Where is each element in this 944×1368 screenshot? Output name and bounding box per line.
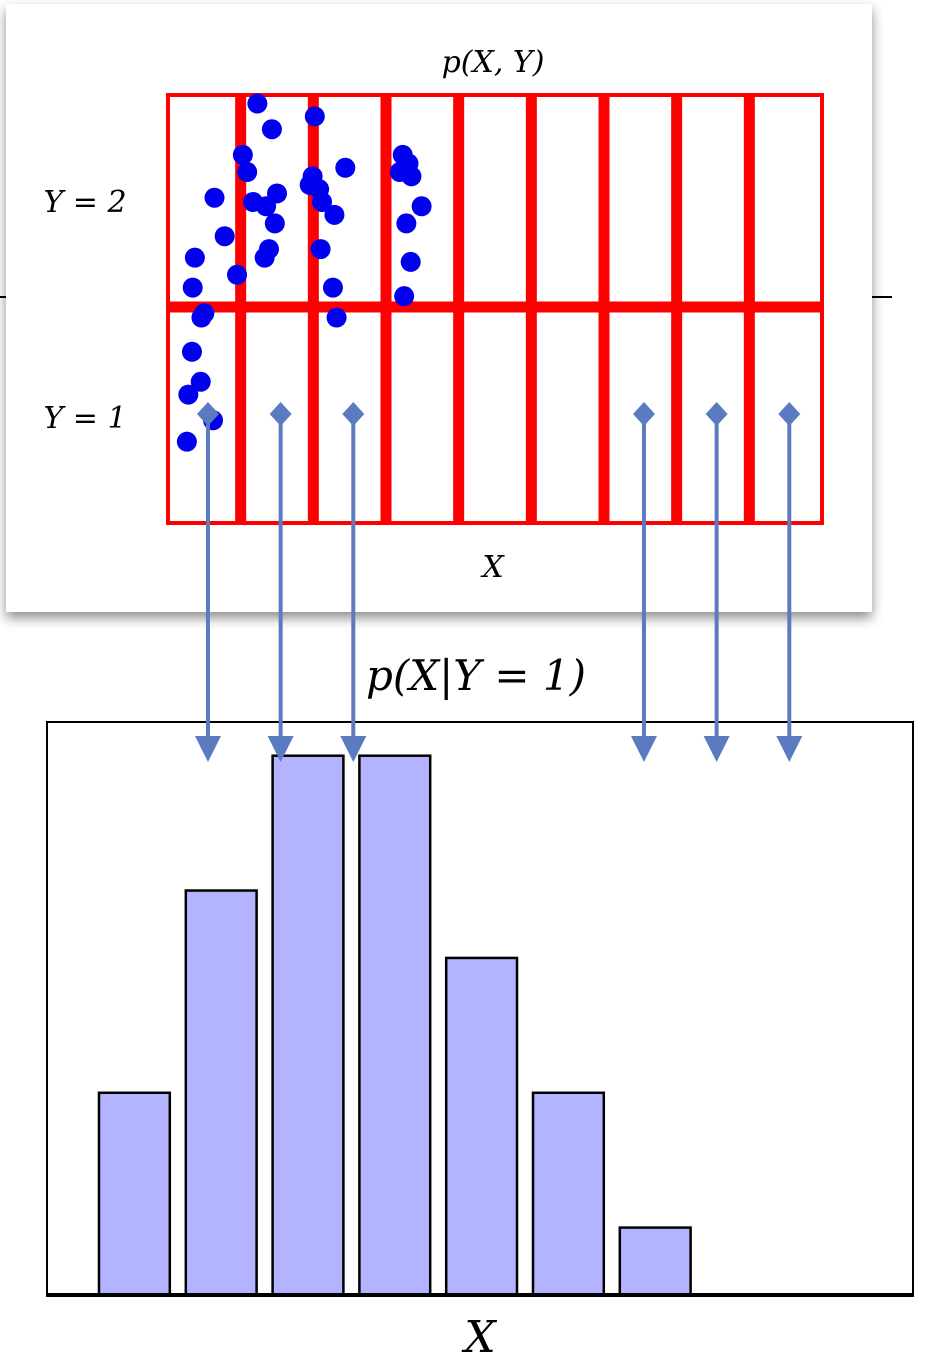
bin-arrow-head-8 — [703, 736, 730, 762]
data-point-0-13 — [326, 307, 347, 328]
data-point-0-21 — [394, 286, 415, 307]
histogram-bar-2 — [184, 889, 258, 1297]
bin-arrow-head-7 — [630, 736, 657, 762]
data-point-0-1 — [190, 371, 211, 392]
bin-arrow-head-1 — [194, 736, 221, 762]
data-point-0-0 — [182, 277, 203, 298]
data-point-0-25 — [304, 106, 325, 127]
data-point-0-15 — [400, 251, 421, 272]
data-point-0-11 — [324, 204, 345, 225]
data-point-0-26 — [232, 144, 253, 165]
histogram-bar-4 — [358, 754, 432, 1297]
data-point-0-35 — [184, 247, 205, 268]
histogram-bar-7 — [618, 1226, 692, 1297]
data-point-0-20 — [411, 196, 432, 217]
joint-grid — [166, 93, 824, 525]
data-point-0-22 — [312, 192, 333, 212]
bin-arrow-diamond-1 — [196, 402, 219, 426]
bin-arrow-head-3 — [340, 736, 367, 762]
histogram-bar-5 — [444, 956, 519, 1297]
bin-arrow-diamond-7 — [632, 402, 655, 426]
histogram-bar-1 — [97, 1091, 172, 1297]
data-point-0-10 — [335, 157, 356, 178]
data-point-0-7 — [267, 183, 287, 204]
bin-arrow-head-9 — [776, 736, 803, 762]
bin-arrow-8 — [703, 402, 730, 762]
data-point-1-2 — [191, 307, 212, 328]
data-point-0-31 — [227, 264, 248, 285]
row-label-y1: Y = 1 — [43, 401, 126, 436]
data-point-0-28 — [243, 192, 264, 212]
data-point-0-29 — [261, 119, 282, 140]
joint-x-axis-label: X — [480, 550, 505, 585]
bin-arrow-7 — [630, 402, 657, 762]
bin-arrow-2 — [267, 402, 294, 762]
bin-arrow-diamond-2 — [269, 402, 292, 426]
data-point-0-32 — [214, 226, 235, 247]
data-point-0-19 — [401, 166, 422, 187]
data-point-0-27 — [237, 162, 258, 183]
histogram-bar-3 — [271, 754, 345, 1297]
data-point-0-30 — [247, 93, 268, 114]
bin-arrow-diamond-9 — [778, 402, 801, 426]
bin-arrow-1 — [194, 402, 221, 762]
data-point-1-0 — [178, 384, 199, 405]
data-point-0-9 — [310, 239, 331, 260]
joint-panel-title: p(X, Y) — [442, 45, 545, 80]
bin-arrow-3 — [340, 402, 367, 762]
conditional-panel-title: p(X|Y = 1) — [366, 651, 586, 700]
data-point-0-24 — [302, 166, 323, 187]
data-point-0-16 — [396, 213, 417, 234]
joint-points — [176, 93, 432, 452]
histogram-bars — [97, 754, 692, 1297]
histogram-bar-6 — [531, 1091, 606, 1297]
data-point-0-5 — [254, 247, 275, 268]
bin-arrow-9 — [776, 402, 803, 762]
bin-arrow-diamond-3 — [342, 402, 365, 426]
data-point-1-3 — [181, 341, 202, 362]
bin-arrow-head-2 — [267, 736, 294, 762]
data-point-0-2 — [176, 431, 197, 452]
data-point-0-12 — [322, 277, 343, 298]
row-label-y2: Y = 2 — [43, 185, 126, 220]
data-point-0-33 — [204, 187, 225, 208]
bin-arrow-diamond-8 — [705, 402, 728, 426]
histogram-x-axis-label: X — [461, 1312, 497, 1363]
bin-arrows — [194, 402, 803, 762]
data-point-0-3 — [264, 213, 285, 234]
